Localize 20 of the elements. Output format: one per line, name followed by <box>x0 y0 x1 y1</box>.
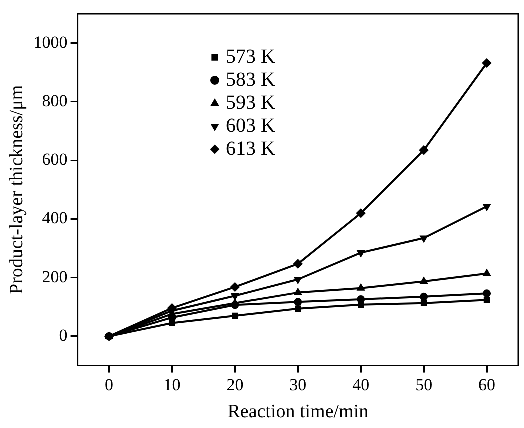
y-tick-label: 200 <box>42 267 68 286</box>
y-tick-label: 400 <box>42 208 68 228</box>
y-tick-label: 600 <box>42 150 68 170</box>
x-tick-label: 10 <box>164 375 181 394</box>
y-tick-label: 800 <box>42 91 68 110</box>
y-tick-label: 0 <box>59 326 68 345</box>
legend-label: 613 K <box>226 138 276 160</box>
x-tick-label: 40 <box>352 375 370 394</box>
x-tick-label: 20 <box>226 375 244 394</box>
y-axis-title: Product-layer thickness/μm <box>6 85 28 294</box>
x-axis-title: Reaction time/min <box>228 402 370 423</box>
x-tick-label: 60 <box>478 375 496 394</box>
x-tick-label: 30 <box>290 375 307 394</box>
legend-label: 573 K <box>226 46 276 68</box>
legend-label: 593 K <box>226 92 276 114</box>
legend-label: 583 K <box>226 68 276 91</box>
y-tick-label: 1000 <box>34 32 68 52</box>
x-tick-label: 0 <box>105 375 114 394</box>
x-tick-label: 50 <box>416 375 433 394</box>
legend-label: 603 K <box>226 114 276 137</box>
